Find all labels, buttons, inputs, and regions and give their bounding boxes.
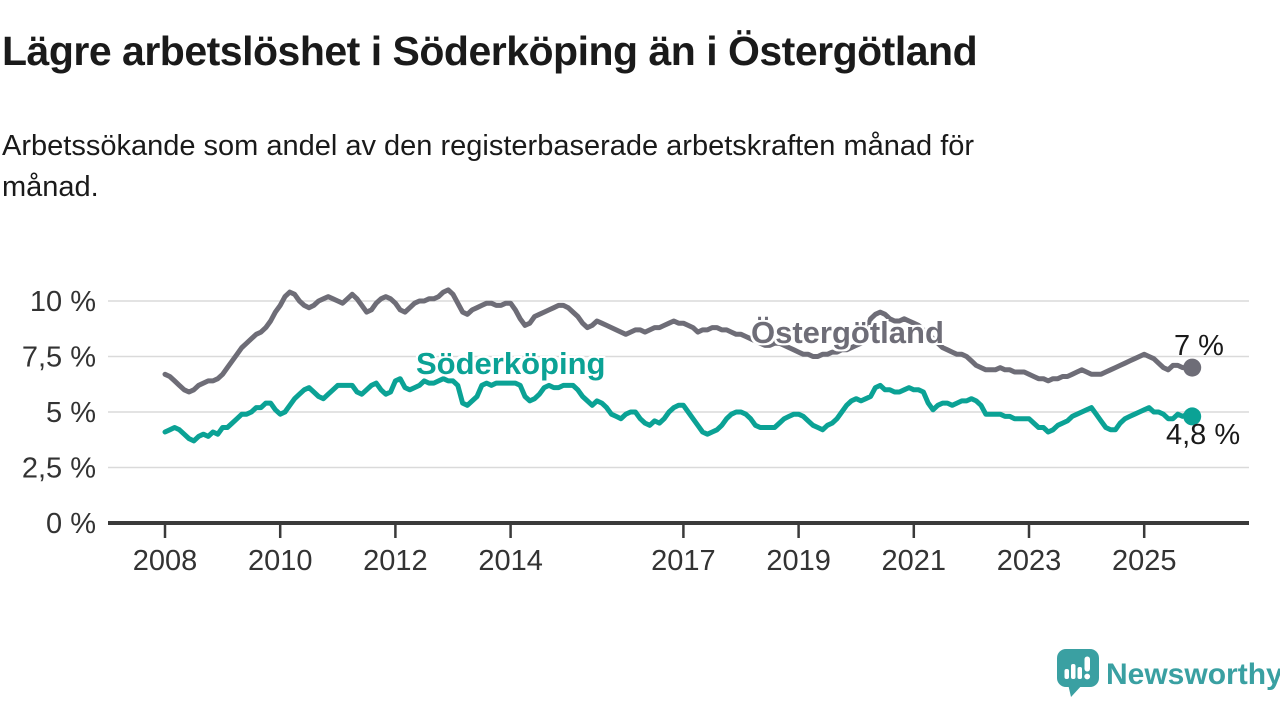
- series-endpoint-dot-östergötland: [1183, 358, 1202, 377]
- y-tick-label: 5 %: [46, 397, 96, 429]
- newsworthy-logo-icon: [1057, 649, 1099, 697]
- x-tick-label: 2025: [1112, 545, 1177, 577]
- series-line-söderköping: [162, 376, 1195, 444]
- x-tick-label: 2021: [882, 545, 947, 577]
- y-tick-label: 7,5 %: [22, 342, 96, 374]
- chart-title: Lägre arbetslöshet i Söderköping än i Ös…: [2, 28, 978, 74]
- unemployment-line-chart: 0 % 2,5 % 5 % 7,5 % 10 % 2008 2010 2012 2014 2017…: [22, 286, 1249, 577]
- series-label-ostergotland: Östergötland: [751, 315, 944, 350]
- x-tick-label: 2010: [248, 545, 313, 577]
- x-tick-label: 2012: [363, 545, 428, 577]
- x-tick-label: 2023: [997, 545, 1062, 577]
- brand-footer: Newsworthy: [1056, 646, 1280, 706]
- x-tick-label: 2019: [766, 545, 831, 577]
- brand-name: Newsworthy: [1106, 658, 1280, 691]
- y-tick-label: 0 %: [46, 508, 96, 540]
- series-line-östergötland: [162, 287, 1195, 395]
- x-tick-label: 2014: [478, 545, 543, 577]
- x-tick-label: 2008: [133, 545, 198, 577]
- end-value-ostergotland: 7 %: [1174, 330, 1224, 362]
- series-label-soderkoping: Söderköping: [416, 346, 606, 381]
- y-tick-label: 2,5 %: [22, 453, 96, 485]
- y-tick-label: 10 %: [30, 286, 96, 318]
- chart-subtitle: Arbetssökande som andel av den registerb…: [2, 130, 975, 203]
- end-value-soderkoping: 4,8 %: [1166, 419, 1241, 451]
- series-endpoint-dot-söderköping: [1183, 407, 1202, 426]
- x-tick-label: 2017: [651, 545, 716, 577]
